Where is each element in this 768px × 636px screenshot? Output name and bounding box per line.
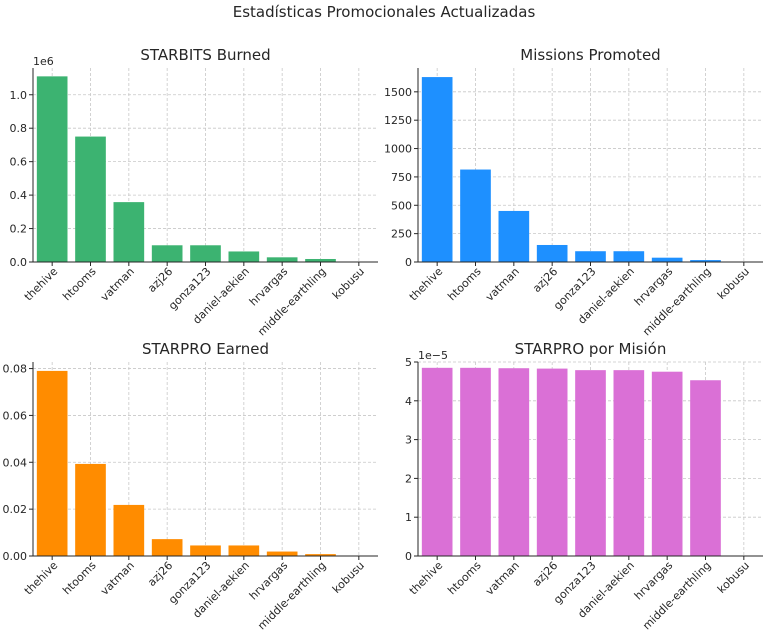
chart-panel-2: 0 250 500 750 1000 1250 1500 thehive htooms vatma… — [384, 46, 763, 338]
bar — [266, 257, 298, 262]
x-tick-label: azj26 — [145, 559, 175, 589]
bar — [36, 370, 68, 556]
x-tick-label: azj26 — [530, 559, 560, 589]
x-tick-label: htooms — [445, 265, 484, 304]
bar — [151, 245, 183, 262]
bar — [266, 551, 298, 556]
bar — [575, 251, 606, 262]
x-tick-label: middle-earthling — [640, 559, 713, 632]
x-tick-label: vatman — [98, 265, 137, 304]
x-tick-label: thehive — [407, 559, 446, 598]
x-tick-label: vatman — [483, 559, 522, 598]
y-tick-label: 0.2 — [10, 223, 28, 236]
x-tick-label: htooms — [60, 265, 99, 304]
bar — [460, 169, 491, 262]
y-tick-label: 1250 — [384, 114, 412, 127]
y-tick-label: 0.08 — [3, 363, 28, 376]
bar — [613, 370, 645, 556]
y-tick-label: 0.00 — [3, 550, 28, 563]
y-tick-label: 0.0 — [10, 256, 28, 269]
bar — [536, 368, 568, 556]
chart-title: Missions Promoted — [520, 46, 660, 64]
x-tick-label: azj26 — [145, 265, 175, 295]
y-tick-label: 3 — [405, 434, 412, 447]
bar — [498, 210, 530, 262]
x-tick-label: htooms — [60, 559, 99, 598]
bar — [228, 251, 260, 262]
bar — [536, 244, 568, 262]
y-tick-label: 0.04 — [3, 456, 28, 469]
bar — [190, 545, 221, 556]
y-tick-label: 0.06 — [3, 409, 28, 422]
x-tick-label: thehive — [407, 265, 446, 304]
bar — [421, 367, 453, 556]
bar — [36, 76, 68, 263]
y-tick-label: 500 — [391, 199, 412, 212]
bar — [113, 202, 145, 262]
bar — [151, 539, 183, 556]
y-tick-label: 5 — [405, 356, 412, 369]
bar — [421, 77, 453, 263]
figure-title: Estadísticas Promocionales Actualizadas — [232, 3, 536, 21]
y-tick-label: 0.8 — [10, 122, 28, 135]
y-tick-label: 0.4 — [10, 189, 28, 202]
x-tick-label: vatman — [98, 559, 137, 598]
bar — [305, 258, 336, 262]
bar — [690, 380, 721, 556]
x-tick-label: kobusu — [330, 265, 367, 302]
chart-title: STARPRO Earned — [142, 340, 269, 358]
y-tick-label: 0.6 — [10, 156, 28, 169]
bar — [575, 370, 606, 556]
chart-title: STARPRO por Misión — [515, 340, 667, 358]
y-tick-label: 1000 — [384, 143, 412, 156]
x-tick-label: middle-earthling — [255, 265, 328, 338]
x-tick-label: thehive — [22, 265, 61, 304]
y-tick-label: 1.0 — [10, 89, 28, 102]
y-tick-label: 750 — [391, 171, 412, 184]
bar — [305, 554, 336, 556]
y-tick-label: 1500 — [384, 86, 412, 99]
bar — [613, 251, 645, 262]
bar — [190, 245, 221, 262]
bar — [460, 367, 491, 556]
bar — [690, 260, 721, 262]
x-tick-label: htooms — [445, 559, 484, 598]
x-tick-label: vatman — [483, 265, 522, 304]
y-tick-label: 250 — [391, 228, 412, 241]
x-tick-label: middle-earthling — [640, 265, 713, 338]
bar — [75, 463, 106, 556]
y-tick-label: 0 — [405, 256, 412, 269]
chart-title: STARBITS Burned — [140, 46, 270, 64]
y-tick-label: 1 — [405, 511, 412, 524]
y-tick-label: 0 — [405, 550, 412, 563]
bar — [228, 545, 260, 556]
x-tick-label: azj26 — [530, 265, 560, 295]
bar — [498, 368, 530, 556]
bar — [651, 257, 683, 262]
x-tick-label: kobusu — [715, 265, 752, 302]
bar — [651, 371, 683, 556]
x-tick-label: middle-earthling — [255, 559, 328, 632]
axis-offset-label: 1e6 — [33, 55, 54, 68]
chart-panel-1: 0.0 0.2 0.4 0.6 0.8 1.0 thehive htooms vatman azj… — [10, 46, 378, 338]
x-tick-label: thehive — [22, 559, 61, 598]
bar — [113, 504, 145, 556]
chart-panel-3: 0.00 0.02 0.04 0.06 0.08 thehive htooms vatman a… — [3, 340, 378, 632]
axis-offset-label: 1e−5 — [418, 349, 448, 362]
x-tick-label: kobusu — [330, 559, 367, 596]
x-tick-label: kobusu — [715, 559, 752, 596]
y-tick-label: 4 — [405, 395, 412, 408]
y-tick-label: 0.02 — [3, 503, 28, 516]
bar — [75, 136, 106, 262]
y-tick-label: 2 — [405, 472, 412, 485]
